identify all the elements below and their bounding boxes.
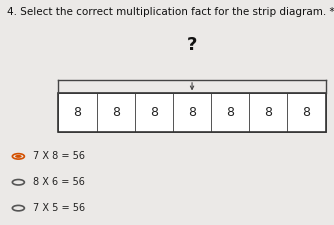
Text: 8 X 6 = 56: 8 X 6 = 56 <box>33 177 85 187</box>
Bar <box>211 93 249 132</box>
Text: 8: 8 <box>226 106 234 119</box>
Bar <box>58 93 326 132</box>
Text: 7 X 8 = 56: 7 X 8 = 56 <box>33 151 85 161</box>
Bar <box>135 93 173 132</box>
Text: 7 X 5 = 56: 7 X 5 = 56 <box>33 203 85 213</box>
Text: 8: 8 <box>112 106 120 119</box>
Text: ?: ? <box>187 36 197 54</box>
Bar <box>58 93 97 132</box>
Text: 8: 8 <box>265 106 273 119</box>
Text: 8: 8 <box>303 106 311 119</box>
Text: 8: 8 <box>73 106 81 119</box>
Text: 8: 8 <box>188 106 196 119</box>
Ellipse shape <box>15 155 22 158</box>
Bar <box>97 93 135 132</box>
Text: 4. Select the correct multiplication fact for the strip diagram. *: 4. Select the correct multiplication fac… <box>7 7 334 17</box>
Bar <box>288 93 326 132</box>
Text: 8: 8 <box>150 106 158 119</box>
Bar <box>249 93 288 132</box>
Bar <box>173 93 211 132</box>
